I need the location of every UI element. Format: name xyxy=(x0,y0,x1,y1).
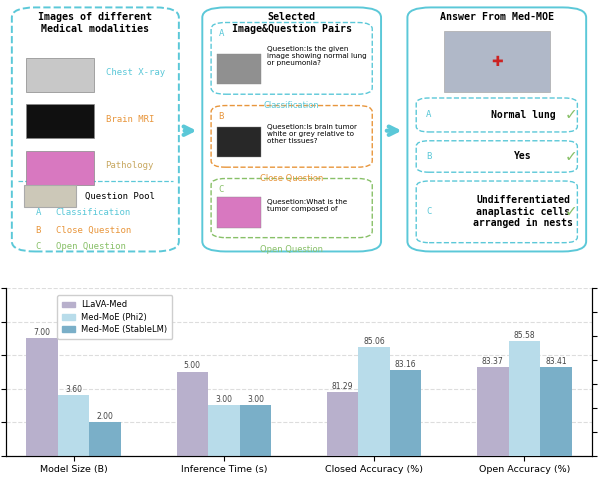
Text: Images of different
Medical modalities: Images of different Medical modalities xyxy=(38,12,152,34)
FancyBboxPatch shape xyxy=(416,98,578,132)
Text: A: A xyxy=(35,208,41,217)
Text: 3.00: 3.00 xyxy=(215,395,233,404)
Text: 5.00: 5.00 xyxy=(184,362,201,370)
Text: Selected
Image&Question Pairs: Selected Image&Question Pairs xyxy=(231,12,352,34)
Text: Answer From Med-MOE: Answer From Med-MOE xyxy=(440,12,554,23)
FancyBboxPatch shape xyxy=(211,178,372,238)
Text: Brain MRI: Brain MRI xyxy=(106,115,154,124)
Text: 2.00: 2.00 xyxy=(97,412,114,421)
Text: ✓: ✓ xyxy=(565,107,578,122)
Text: A: A xyxy=(426,110,432,120)
Text: C: C xyxy=(35,242,41,251)
Text: Quesetion:What is the
tumor composed of: Quesetion:What is the tumor composed of xyxy=(267,199,347,212)
Text: Question Pool: Question Pool xyxy=(85,192,155,200)
Text: Pathology: Pathology xyxy=(106,161,154,171)
Text: Quesetion:Is brain tumor
white or grey relative to
other tissues?: Quesetion:Is brain tumor white or grey r… xyxy=(267,124,357,144)
FancyBboxPatch shape xyxy=(416,141,578,172)
Text: B: B xyxy=(219,112,224,121)
Text: 83.16: 83.16 xyxy=(395,360,416,369)
Text: 85.58: 85.58 xyxy=(514,331,535,340)
Text: 83.37: 83.37 xyxy=(482,357,504,367)
FancyBboxPatch shape xyxy=(202,7,381,251)
Text: Normal lung: Normal lung xyxy=(491,110,556,120)
Bar xyxy=(176,372,208,456)
Text: Close Question: Close Question xyxy=(260,174,324,183)
Legend: LLaVA-Med, Med-MoE (Phi2), Med-MoE (StableLM): LLaVA-Med, Med-MoE (Phi2), Med-MoE (Stab… xyxy=(57,295,172,339)
Text: ✓: ✓ xyxy=(565,149,578,164)
FancyBboxPatch shape xyxy=(416,181,578,243)
Bar xyxy=(390,370,422,490)
Text: Quesetion:Is the given
image showing normal lung
or pneumonia?: Quesetion:Is the given image showing nor… xyxy=(267,46,367,66)
Bar xyxy=(477,368,509,490)
Text: B: B xyxy=(35,225,41,235)
FancyBboxPatch shape xyxy=(217,127,261,157)
FancyBboxPatch shape xyxy=(12,7,179,251)
Text: ✚: ✚ xyxy=(491,54,502,69)
FancyBboxPatch shape xyxy=(444,31,550,92)
FancyBboxPatch shape xyxy=(23,185,77,207)
FancyBboxPatch shape xyxy=(26,104,94,138)
Text: C: C xyxy=(426,207,432,217)
Text: Classification: Classification xyxy=(264,101,319,110)
Bar xyxy=(26,338,58,456)
Text: Chest X-ray: Chest X-ray xyxy=(106,68,164,77)
Text: 83.41: 83.41 xyxy=(545,357,567,366)
Text: ✓: ✓ xyxy=(565,204,578,220)
Bar xyxy=(509,341,540,490)
FancyBboxPatch shape xyxy=(217,197,261,227)
FancyBboxPatch shape xyxy=(26,58,94,92)
FancyBboxPatch shape xyxy=(26,151,94,185)
FancyBboxPatch shape xyxy=(211,105,372,167)
Text: B: B xyxy=(426,152,432,161)
Text: 3.60: 3.60 xyxy=(65,385,82,394)
Bar xyxy=(358,347,390,490)
Bar xyxy=(240,405,271,456)
Text: Open Question: Open Question xyxy=(56,242,126,251)
Bar xyxy=(58,395,89,456)
Text: Yes: Yes xyxy=(514,151,532,162)
FancyBboxPatch shape xyxy=(211,23,372,94)
Text: Classification: Classification xyxy=(56,208,131,217)
Text: 81.29: 81.29 xyxy=(332,382,353,392)
Bar xyxy=(89,422,121,456)
FancyBboxPatch shape xyxy=(217,54,261,84)
Text: 7.00: 7.00 xyxy=(33,328,51,337)
Text: Undifferentiated
anaplastic cells
arranged in nests: Undifferentiated anaplastic cells arrang… xyxy=(473,195,573,228)
Bar xyxy=(208,405,240,456)
Text: 3.00: 3.00 xyxy=(247,395,264,404)
Text: Close Question: Close Question xyxy=(56,225,131,235)
Text: A: A xyxy=(219,29,224,38)
Text: C: C xyxy=(219,185,224,194)
FancyBboxPatch shape xyxy=(407,7,586,251)
Text: Open Question: Open Question xyxy=(260,245,323,254)
Bar xyxy=(540,367,572,490)
Bar xyxy=(327,392,358,490)
Text: 85.06: 85.06 xyxy=(363,337,385,346)
